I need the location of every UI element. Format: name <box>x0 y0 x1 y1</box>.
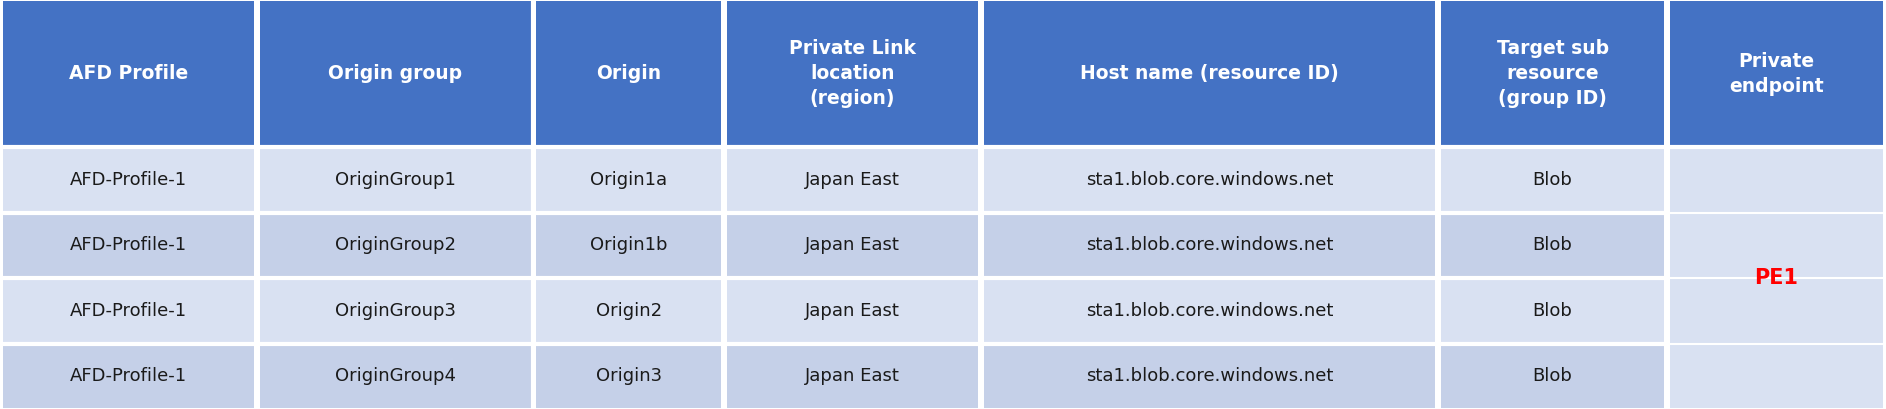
Text: Japan East: Japan East <box>805 302 900 320</box>
Bar <box>1441 344 1663 408</box>
Text: sta1.blob.core.windows.net: sta1.blob.core.windows.net <box>1086 171 1333 189</box>
Text: Origin3: Origin3 <box>596 367 662 385</box>
Text: PE1: PE1 <box>1754 268 1799 288</box>
Bar <box>1669 148 1882 408</box>
Bar <box>726 279 979 343</box>
Text: Origin2: Origin2 <box>596 302 662 320</box>
Text: Blob: Blob <box>1533 367 1573 385</box>
Bar <box>1441 279 1663 343</box>
Text: Origin group: Origin group <box>328 64 462 83</box>
Text: Target sub
resource
(group ID): Target sub resource (group ID) <box>1497 39 1609 108</box>
Text: sta1.blob.core.windows.net: sta1.blob.core.windows.net <box>1086 367 1333 385</box>
Bar <box>4 344 255 408</box>
Text: Blob: Blob <box>1533 302 1573 320</box>
Bar <box>1441 148 1663 212</box>
Text: AFD-Profile-1: AFD-Profile-1 <box>70 302 187 320</box>
Bar <box>984 1 1435 147</box>
Text: Japan East: Japan East <box>805 236 900 254</box>
Text: AFD-Profile-1: AFD-Profile-1 <box>70 236 187 254</box>
Bar <box>260 279 530 343</box>
Bar <box>1441 213 1663 278</box>
Bar <box>536 279 720 343</box>
Bar <box>726 344 979 408</box>
Text: Origin1a: Origin1a <box>590 171 668 189</box>
Bar <box>536 213 720 278</box>
Bar <box>260 148 530 212</box>
Bar <box>4 213 255 278</box>
Text: AFD Profile: AFD Profile <box>70 64 189 83</box>
Bar <box>726 1 979 147</box>
Text: sta1.blob.core.windows.net: sta1.blob.core.windows.net <box>1086 302 1333 320</box>
Text: Japan East: Japan East <box>805 171 900 189</box>
Text: Blob: Blob <box>1533 236 1573 254</box>
Bar <box>726 148 979 212</box>
Bar <box>536 148 720 212</box>
Bar <box>984 148 1435 212</box>
Bar <box>984 344 1435 408</box>
Bar <box>4 279 255 343</box>
Bar <box>260 213 530 278</box>
Bar <box>4 148 255 212</box>
Text: Blob: Blob <box>1533 171 1573 189</box>
Text: AFD-Profile-1: AFD-Profile-1 <box>70 367 187 385</box>
Text: OriginGroup4: OriginGroup4 <box>336 367 456 385</box>
Text: Origin: Origin <box>596 64 662 83</box>
Text: sta1.blob.core.windows.net: sta1.blob.core.windows.net <box>1086 236 1333 254</box>
Text: OriginGroup1: OriginGroup1 <box>336 171 456 189</box>
Text: AFD-Profile-1: AFD-Profile-1 <box>70 171 187 189</box>
Bar <box>536 1 720 147</box>
Text: Origin1b: Origin1b <box>590 236 668 254</box>
Bar <box>984 213 1435 278</box>
Bar <box>1669 1 1882 147</box>
Text: OriginGroup2: OriginGroup2 <box>336 236 456 254</box>
Bar <box>536 344 720 408</box>
Bar <box>984 279 1435 343</box>
Bar <box>4 1 255 147</box>
Text: Private Link
location
(region): Private Link location (region) <box>788 39 917 108</box>
Text: Japan East: Japan East <box>805 367 900 385</box>
Bar <box>726 213 979 278</box>
Bar <box>260 1 530 147</box>
Bar <box>260 344 530 408</box>
Bar <box>1441 1 1663 147</box>
Text: OriginGroup3: OriginGroup3 <box>336 302 456 320</box>
Text: Private
endpoint: Private endpoint <box>1729 52 1824 96</box>
Text: Host name (resource ID): Host name (resource ID) <box>1081 64 1339 83</box>
